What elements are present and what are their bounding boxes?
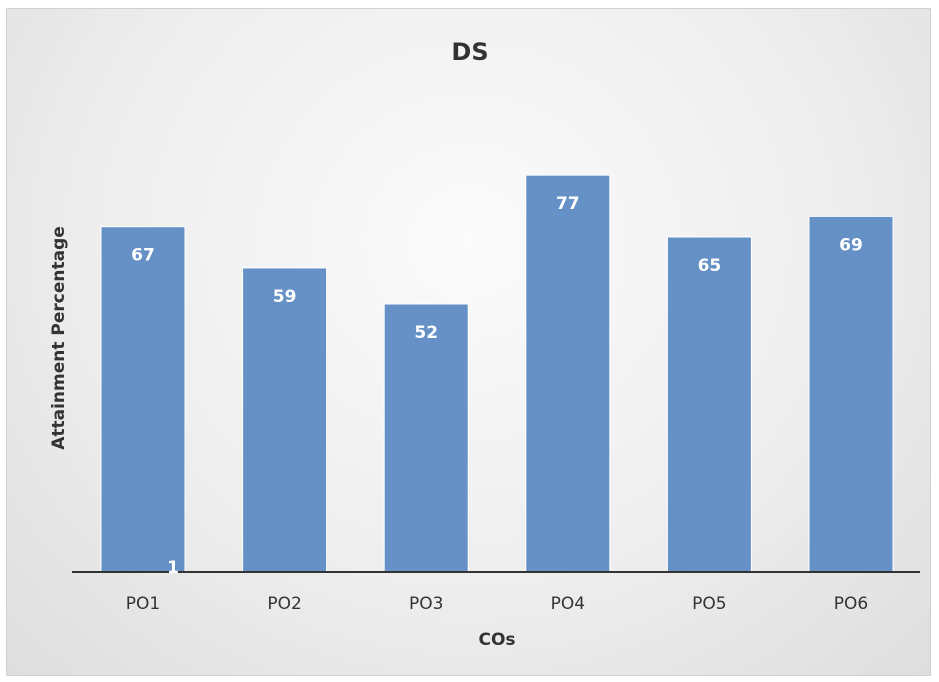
y-axis-title: Attainment Percentage [49,226,69,450]
data-label-po4: 77 [556,194,580,214]
x-axis-title: COs [478,630,515,650]
data-label-po3: 52 [414,323,438,343]
x-tick-labels-group: PO1 PO2 PO3 PO4 PO5 PO6 [126,594,868,614]
bar-po4 [525,174,611,573]
bar-po5 [666,236,752,573]
bar-po3 [383,303,469,573]
x-tick-label-po5: PO5 [692,594,726,614]
annotation-label: 1 [167,558,179,578]
data-label-po6: 69 [839,235,863,255]
x-tick-label-po3: PO3 [409,594,443,614]
data-labels-group: 67 59 52 77 65 69 [131,194,863,343]
bar-po1 [100,226,186,573]
bars-group [100,174,894,573]
x-tick-label-po2: PO2 [267,594,301,614]
data-label-po5: 65 [698,256,722,276]
bar-po2 [242,267,328,573]
x-tick-label-po4: PO4 [551,594,585,614]
x-tick-label-po6: PO6 [834,594,868,614]
data-label-po2: 59 [273,287,297,307]
x-tick-label-po1: PO1 [126,594,160,614]
chart-title: DS [451,38,488,66]
bar-po6 [808,215,894,573]
data-label-po1: 67 [131,246,155,266]
